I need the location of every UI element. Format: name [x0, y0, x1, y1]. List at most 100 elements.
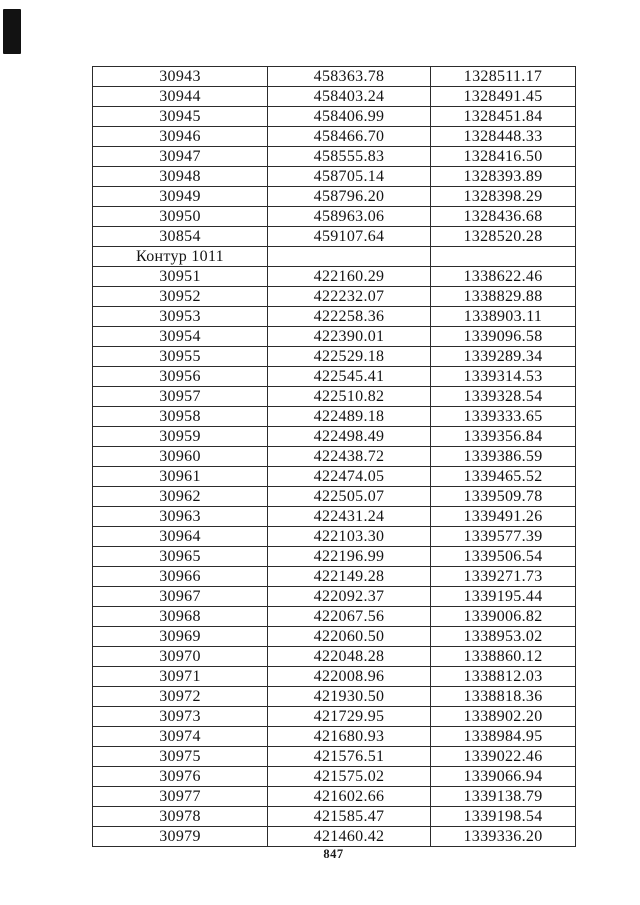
- table-row: 30966 422149.28 1339271.73: [92, 566, 576, 587]
- cell-coordinate-y: 1328436.68: [430, 206, 576, 227]
- cell-coordinate-x: 422545.41: [267, 366, 431, 387]
- cell-point-number: 30951: [92, 266, 268, 287]
- cell-coordinate-x: 422489.18: [267, 406, 431, 427]
- cell-coordinate-y: 1339577.39: [430, 526, 576, 547]
- cell-point-number: 30954: [92, 326, 268, 347]
- cell-coordinate-y: 1339336.20: [430, 826, 576, 847]
- table-row: 30960 422438.72 1339386.59: [92, 446, 576, 467]
- cell-coordinate-x: 458555.83: [267, 146, 431, 167]
- cell-coordinate-x: 422505.07: [267, 486, 431, 507]
- cell-coordinate-y: 1338860.12: [430, 646, 576, 667]
- cell-coordinate-y: [430, 246, 576, 267]
- cell-coordinate-x: 422067.56: [267, 606, 431, 627]
- cell-coordinate-x: 421460.42: [267, 826, 431, 847]
- table-row: 30964 422103.30 1339577.39: [92, 526, 576, 547]
- table-row: 30946 458466.70 1328448.33: [92, 126, 576, 147]
- cell-coordinate-x: 458963.06: [267, 206, 431, 227]
- cell-coordinate-y: 1328416.50: [430, 146, 576, 167]
- table-row: 30974 421680.93 1338984.95: [92, 726, 576, 747]
- cell-coordinate-y: 1338984.95: [430, 726, 576, 747]
- cell-coordinate-x: 458466.70: [267, 126, 431, 147]
- cell-coordinate-x: 422258.36: [267, 306, 431, 327]
- cell-coordinate-x: 422149.28: [267, 566, 431, 587]
- cell-point-number: 30962: [92, 486, 268, 507]
- cell-coordinate-x: 458403.24: [267, 86, 431, 107]
- cell-coordinate-x: 422529.18: [267, 346, 431, 367]
- cell-coordinate-x: 458705.14: [267, 166, 431, 187]
- cell-point-number: 30974: [92, 726, 268, 747]
- cell-point-number: 30959: [92, 426, 268, 447]
- cell-point-number: 30949: [92, 186, 268, 207]
- cell-coordinate-y: 1338953.02: [430, 626, 576, 647]
- cell-coordinate-x: 421575.02: [267, 766, 431, 787]
- table-row: 30967 422092.37 1339195.44: [92, 586, 576, 607]
- table-row: 30975 421576.51 1339022.46: [92, 746, 576, 767]
- cell-coordinate-x: 422474.05: [267, 466, 431, 487]
- table-row: 30954 422390.01 1339096.58: [92, 326, 576, 347]
- table-row: 30854 459107.64 1328520.28: [92, 226, 576, 247]
- cell-coordinate-y: 1339506.54: [430, 546, 576, 567]
- cell-coordinate-x: 422232.07: [267, 286, 431, 307]
- table-row: 30944 458403.24 1328491.45: [92, 86, 576, 107]
- cell-point-number: 30958: [92, 406, 268, 427]
- table-row: 30947 458555.83 1328416.50: [92, 146, 576, 167]
- table-row: 30977 421602.66 1339138.79: [92, 786, 576, 807]
- cell-coordinate-y: 1339289.34: [430, 346, 576, 367]
- table-row: 30965 422196.99 1339506.54: [92, 546, 576, 567]
- cell-coordinate-y: 1339386.59: [430, 446, 576, 467]
- cell-coordinate-y: 1339022.46: [430, 746, 576, 767]
- cell-point-number: 30975: [92, 746, 268, 767]
- cell-point-number: 30966: [92, 566, 268, 587]
- cell-coordinate-y: 1339271.73: [430, 566, 576, 587]
- cell-point-number: 30943: [92, 66, 268, 87]
- table-row: 30958 422489.18 1339333.65: [92, 406, 576, 427]
- table-row: 30945 458406.99 1328451.84: [92, 106, 576, 127]
- cell-coordinate-y: 1339314.53: [430, 366, 576, 387]
- cell-point-number: 30977: [92, 786, 268, 807]
- cell-coordinate-x: 422390.01: [267, 326, 431, 347]
- table-row: 30961 422474.05 1339465.52: [92, 466, 576, 487]
- cell-point-number: 30979: [92, 826, 268, 847]
- table-row: 30957 422510.82 1339328.54: [92, 386, 576, 407]
- cell-point-number: 30961: [92, 466, 268, 487]
- cell-coordinate-y: 1328491.45: [430, 86, 576, 107]
- table-row: 30951 422160.29 1338622.46: [92, 266, 576, 287]
- cell-coordinate-y: 1339138.79: [430, 786, 576, 807]
- cell-coordinate-y: 1339096.58: [430, 326, 576, 347]
- cell-coordinate-x: 422438.72: [267, 446, 431, 467]
- cell-coordinate-x: [267, 246, 431, 267]
- cell-point-number: 30946: [92, 126, 268, 147]
- cell-coordinate-y: 1328448.33: [430, 126, 576, 147]
- table-row: 30943 458363.78 1328511.17: [92, 66, 576, 87]
- table-row: 30972 421930.50 1338818.36: [92, 686, 576, 707]
- cell-point-number: 30964: [92, 526, 268, 547]
- cell-coordinate-x: 422103.30: [267, 526, 431, 547]
- cell-point-number: 30953: [92, 306, 268, 327]
- cell-coordinate-y: 1338622.46: [430, 266, 576, 287]
- cell-coordinate-y: 1328511.17: [430, 66, 576, 87]
- cell-point-number: 30955: [92, 346, 268, 367]
- cell-coordinate-x: 422510.82: [267, 386, 431, 407]
- table-row: 30949 458796.20 1328398.29: [92, 186, 576, 207]
- cell-coordinate-y: 1339195.44: [430, 586, 576, 607]
- cell-coordinate-x: 422498.49: [267, 426, 431, 447]
- cell-coordinate-x: 422060.50: [267, 626, 431, 647]
- cell-coordinate-x: 421576.51: [267, 746, 431, 767]
- cell-coordinate-x: 422196.99: [267, 546, 431, 567]
- cell-coordinate-x: 422048.28: [267, 646, 431, 667]
- cell-coordinate-x: 422160.29: [267, 266, 431, 287]
- cell-coordinate-y: 1338818.36: [430, 686, 576, 707]
- table-row: 30969 422060.50 1338953.02: [92, 626, 576, 647]
- table-row: 30971 422008.96 1338812.03: [92, 666, 576, 687]
- coordinates-table-container: 30943 458363.78 1328511.17 30944 458403.24 13…: [92, 66, 576, 847]
- cell-coordinate-y: 1328520.28: [430, 226, 576, 247]
- cell-coordinate-x: 421729.95: [267, 706, 431, 727]
- cell-coordinate-y: 1328451.84: [430, 106, 576, 127]
- cell-point-number: 30967: [92, 586, 268, 607]
- cell-point-number: 30973: [92, 706, 268, 727]
- cell-point-number: 30971: [92, 666, 268, 687]
- cell-point-number: 30965: [92, 546, 268, 567]
- coordinates-table-body: 30943 458363.78 1328511.17 30944 458403.24 13…: [92, 66, 576, 847]
- table-row: 30948 458705.14 1328393.89: [92, 166, 576, 187]
- cell-coordinate-y: 1339356.84: [430, 426, 576, 447]
